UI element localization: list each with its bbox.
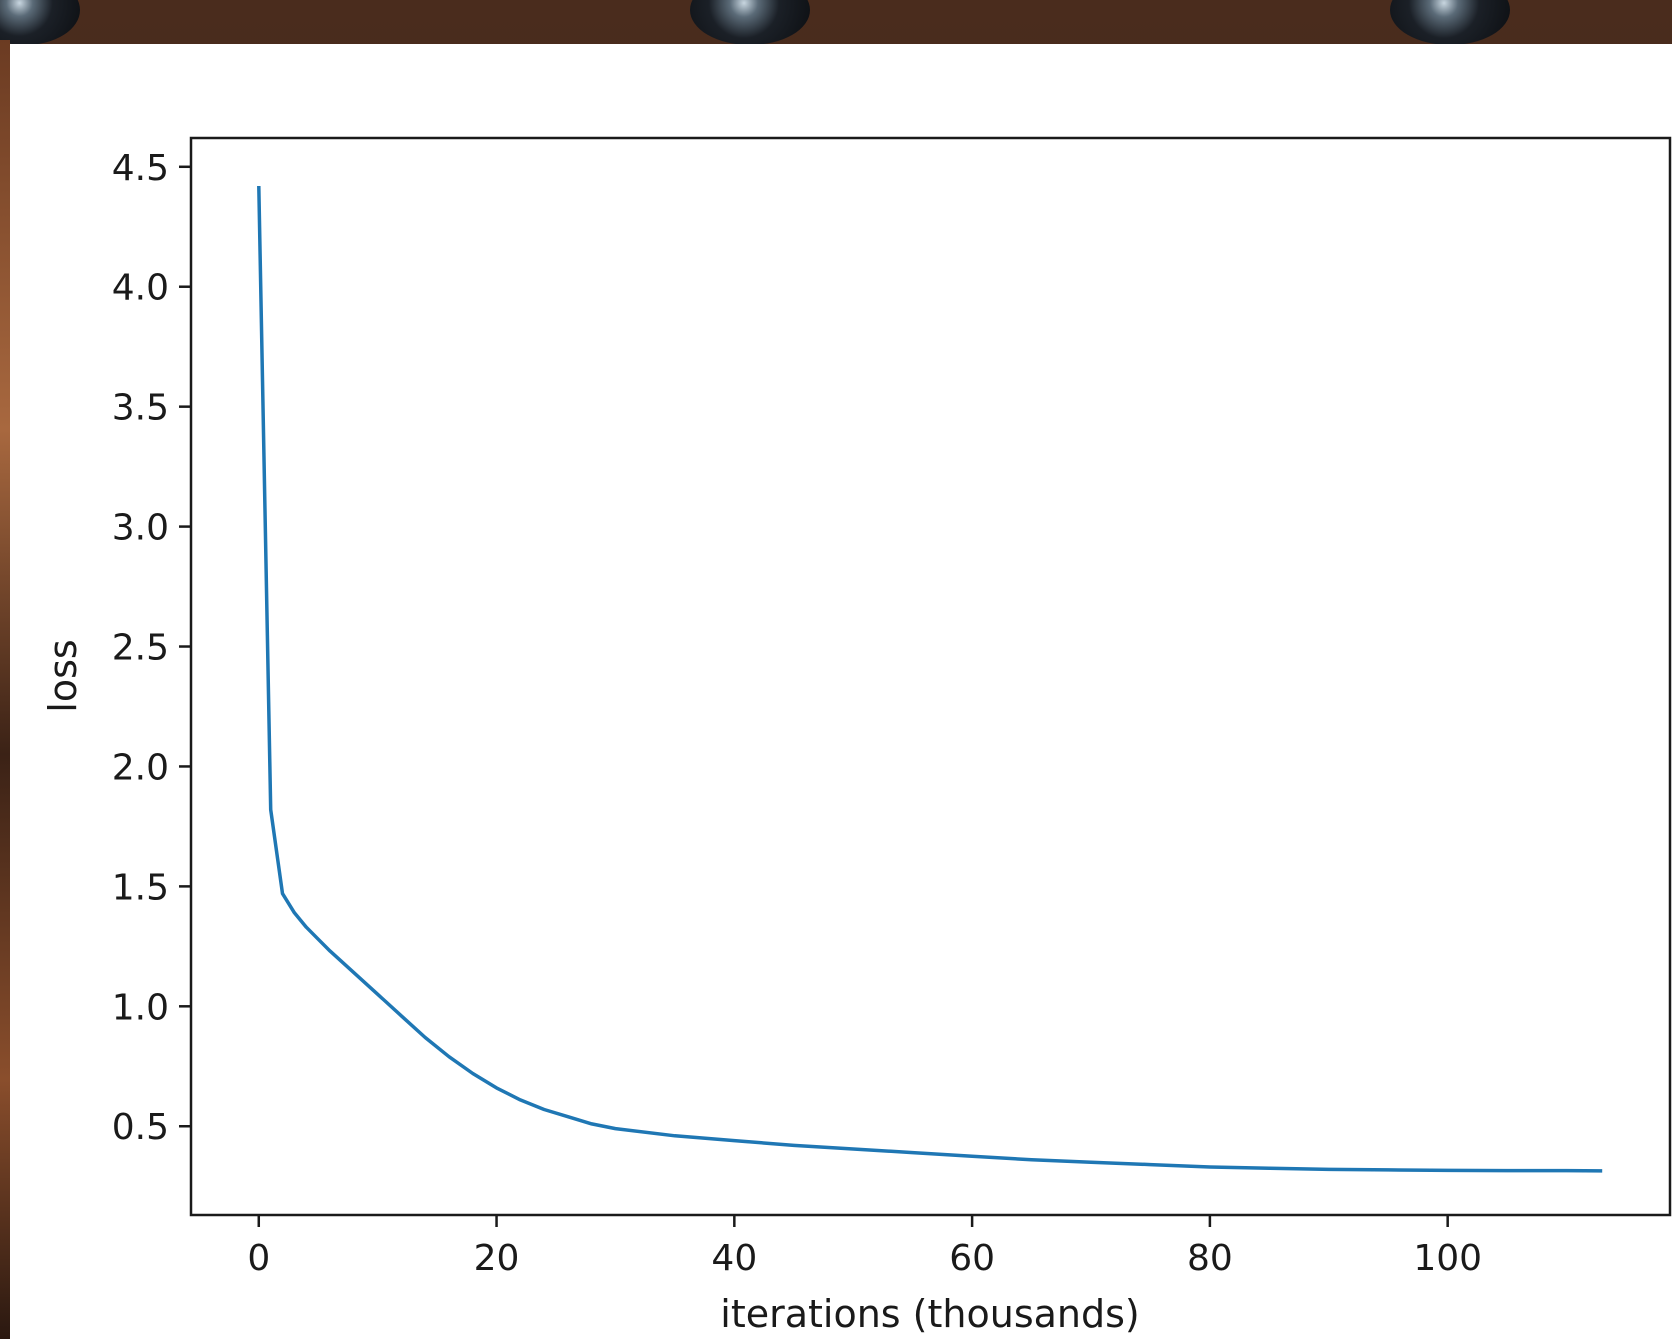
y-tick-label: 4.0 [112, 268, 169, 309]
y-tick-label: 3.0 [112, 508, 169, 549]
loss-chart: 0 20 40 60 80 100 0.5 1.0 1.5 2.0 2.5 3.0 3.5 4.0 4.5… [41, 136, 1672, 1336]
y-axis: 0.5 1.0 1.5 2.0 2.5 3.0 3.5 4.0 4.5 [112, 148, 191, 1148]
background-photo-edge [0, 40, 10, 1339]
y-tick-label: 1.5 [112, 867, 169, 908]
loss-series-line [257, 185, 1603, 1173]
y-tick-label: 2.5 [112, 628, 169, 669]
x-tick-label: 20 [474, 1238, 520, 1279]
y-tick-label: 0.5 [112, 1107, 169, 1148]
x-tick-label: 40 [711, 1238, 757, 1279]
y-tick-label: 2.0 [112, 747, 169, 788]
y-tick-label: 3.5 [112, 388, 169, 429]
eye-image [1390, 0, 1510, 45]
y-tick-label: 4.5 [112, 148, 169, 189]
x-tick-label: 80 [1187, 1238, 1233, 1279]
x-axis: 0 20 40 60 80 100 [247, 1215, 1482, 1279]
y-axis-label: loss [41, 639, 85, 712]
chart-card: 0 20 40 60 80 100 0.5 1.0 1.5 2.0 2.5 3.0 3.5 4.0 4.5… [10, 44, 1672, 1339]
eye-image [690, 0, 810, 45]
x-tick-label: 60 [949, 1238, 995, 1279]
x-axis-label: iterations (thousands) [720, 1292, 1139, 1336]
x-tick-label: 0 [247, 1238, 270, 1279]
eye-image [0, 0, 80, 45]
y-tick-label: 1.0 [112, 987, 169, 1028]
x-tick-label: 100 [1413, 1238, 1482, 1279]
plot-frame [189, 136, 1672, 1217]
